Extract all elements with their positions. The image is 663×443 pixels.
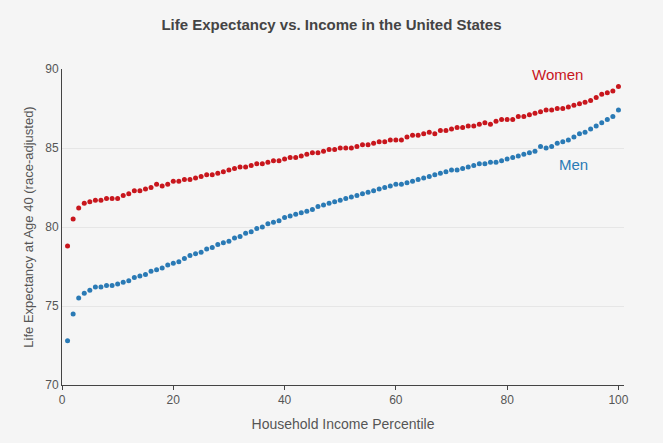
svg-text:20: 20 [167,393,181,407]
svg-text:Life Expectancy vs. Income in: Life Expectancy vs. Income in the United… [161,16,501,33]
svg-text:75: 75 [45,299,59,313]
svg-text:80: 80 [45,220,59,234]
svg-text:Household Income Percentile: Household Income Percentile [252,416,435,432]
svg-text:80: 80 [500,393,514,407]
svg-text:Life Expectancy at Age 40 (rac: Life Expectancy at Age 40 (race-adjusted… [21,106,36,347]
svg-text:0: 0 [59,393,66,407]
svg-text:70: 70 [45,378,59,392]
svg-text:60: 60 [389,393,403,407]
svg-text:Women: Women [532,66,583,83]
svg-text:90: 90 [45,62,59,76]
svg-text:40: 40 [278,393,292,407]
svg-text:85: 85 [45,141,59,155]
svg-text:Men: Men [559,156,588,173]
svg-text:100: 100 [608,393,628,407]
